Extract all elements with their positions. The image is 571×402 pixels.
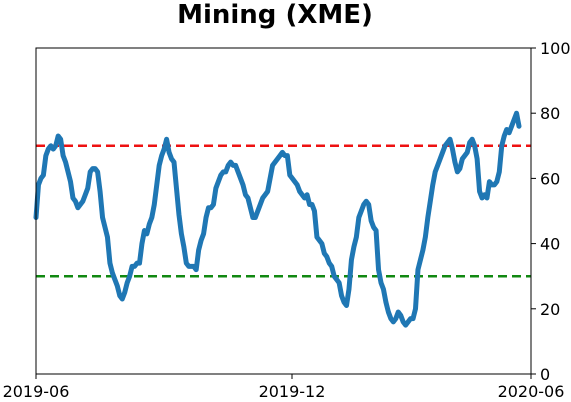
plot-frame bbox=[35, 47, 532, 375]
x-tick-label: 2020-06 bbox=[498, 382, 565, 401]
x-tick-label: 2019-12 bbox=[259, 382, 326, 401]
y-tick-label: 40 bbox=[540, 235, 560, 254]
y-tick-label: 100 bbox=[540, 39, 571, 58]
y-tick-label: 80 bbox=[540, 104, 560, 123]
series-line bbox=[33, 110, 522, 328]
chart-title: Mining (XME) bbox=[177, 0, 373, 30]
y-tick-label: 60 bbox=[540, 169, 560, 188]
y-tick-label: 20 bbox=[540, 300, 560, 319]
y-tick-label: 0 bbox=[540, 365, 550, 384]
x-tick-label: 2019-06 bbox=[3, 382, 70, 401]
